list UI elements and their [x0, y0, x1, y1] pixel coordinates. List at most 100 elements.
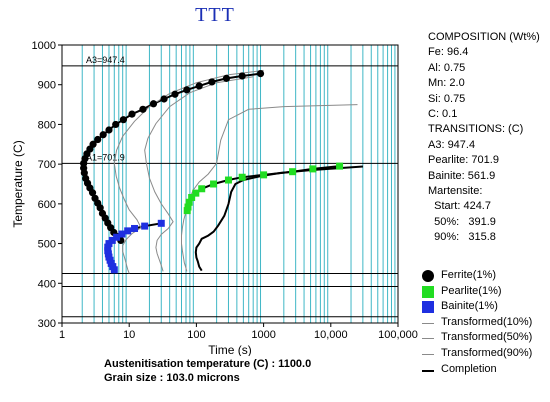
ferrite-point: [149, 100, 158, 108]
bainite-point: [124, 227, 132, 235]
legend-item: Transformed(90%): [420, 346, 550, 362]
x-tick-label: 10,000: [314, 329, 348, 341]
y-tick-label: 600: [38, 199, 56, 211]
legend-label: Transformed(50%): [441, 331, 533, 344]
legend-symbol: [422, 270, 434, 282]
legend-symbol: [422, 338, 434, 340]
ferrite-point: [139, 105, 147, 113]
plot-frame: [61, 44, 399, 324]
axes: 300 400 500 600 700 800 900 1000 1 10 100 1000 10,00…: [11, 40, 418, 356]
legend-label: Pearlite(1%): [441, 284, 502, 297]
bainite-point: [118, 230, 126, 238]
info-line: Martensite:: [428, 185, 483, 198]
pearlite-point: [192, 189, 200, 197]
ferrite-point: [238, 72, 246, 80]
legend-item: Bainite(1%): [420, 299, 550, 315]
info-line: Mn: 2.0: [428, 77, 465, 90]
legend-item: Pearlite(1%): [420, 284, 550, 300]
pearlite-point: [210, 180, 218, 188]
info-line: 90%: 315.8: [428, 231, 496, 244]
info-line: Bainite: 561.9: [428, 169, 496, 182]
legend-label: Transformed(90%): [441, 346, 533, 359]
pearlite-point: [309, 165, 317, 173]
ferrite-point: [99, 131, 107, 139]
info-line: A3: 947.4: [428, 138, 476, 151]
pearlite-point: [336, 162, 344, 170]
legend-symbol: [422, 353, 434, 355]
legend-label: Completion: [441, 362, 497, 375]
legend-symbol: [422, 369, 434, 372]
info-line: 50%: 391.9: [428, 215, 496, 228]
legend: Ferrite(1%) Pearlite(1%) Bainite(1%) Transf…: [420, 268, 550, 377]
x-tick-label: 10: [123, 329, 135, 341]
legend-item: Completion: [420, 362, 550, 378]
x-tick-label: 100: [187, 329, 205, 341]
info-line: Pearlite: 701.9: [428, 154, 499, 167]
info-line: Al: 0.75: [428, 61, 466, 74]
legend-label: Transformed(10%): [441, 315, 533, 328]
legend-item: Transformed(50%): [420, 330, 550, 346]
ttt-diagram: A3=947.4 A1=701.9 300 400 500 600 700 800 900 10…: [11, 40, 418, 356]
temperature-line-label: A3=947.4: [86, 55, 125, 65]
ferrite-point: [80, 169, 88, 177]
grain-size: Grain size : 103.0 microns: [104, 372, 240, 384]
bainite-point: [110, 266, 118, 274]
ferrite-point: [183, 86, 191, 94]
bainite-point: [113, 233, 121, 241]
pearlite-point: [198, 185, 206, 193]
legend-symbol: [422, 285, 434, 298]
legend-item: Ferrite(1%): [420, 268, 550, 284]
onset-markers: [80, 69, 344, 274]
legend-item: Transformed(10%): [420, 315, 550, 331]
x-tick-label: 1: [59, 329, 65, 341]
footer: Austenitisation temperature (C) : 1100.0…: [104, 357, 311, 385]
temperature-line-label: A1=701.9: [86, 152, 125, 162]
curve-transformed-10: [113, 69, 264, 274]
bainite-point: [157, 219, 165, 227]
y-tick-label: 900: [38, 80, 56, 92]
legend-symbol: [422, 301, 434, 314]
ferrite-point: [88, 189, 97, 197]
legend-label: Ferrite(1%): [441, 269, 497, 281]
pearlite-point: [184, 203, 192, 211]
y-tick-label: 500: [38, 239, 56, 251]
y-tick-label: 700: [38, 159, 56, 171]
info-line: TRANSITIONS: (C): [428, 123, 524, 136]
austenitisation-temperature: Austenitisation temperature (C) : 1100.0: [104, 358, 312, 370]
legend-label: Bainite(1%): [441, 300, 498, 313]
y-tick-label: 1000: [32, 40, 56, 52]
ferrite-point: [222, 74, 231, 82]
composition-panel: COMPOSITION (Wt%) Fe: 96.4 Al: 0.75 Mn: 2.0…: [428, 30, 548, 246]
y-axis-label: Temperature (C): [11, 140, 25, 227]
pearlite-point: [260, 171, 268, 179]
ferrite-point: [105, 126, 113, 134]
y-tick-label: 400: [38, 278, 56, 290]
y-tick-label: 800: [38, 119, 56, 131]
chart-title: TTT: [195, 4, 235, 26]
pearlite-point: [238, 173, 246, 181]
ferrite-point: [160, 95, 168, 103]
ferrite-point: [171, 90, 179, 98]
x-tick-label: 1000: [251, 329, 275, 341]
info-line: COMPOSITION (Wt%): [428, 31, 540, 43]
y-tick-label: 300: [38, 318, 56, 330]
info-line: Start: 424.7: [428, 200, 491, 213]
pearlite-point: [224, 176, 232, 184]
pearlite-point: [185, 198, 193, 206]
ferrite-point: [195, 82, 203, 90]
ferrite-point: [256, 69, 265, 78]
pearlite-point: [183, 207, 191, 215]
ferrite-point: [119, 116, 128, 124]
pearlite-point: [188, 194, 196, 202]
legend-symbol: [422, 322, 434, 324]
info-line: Fe: 96.4: [428, 46, 469, 59]
log-gridlines: [81, 45, 396, 323]
curve-transformed-50: [144, 76, 254, 272]
transformation-curves: [82, 69, 363, 274]
ferrite-point: [94, 135, 102, 144]
pearlite-point: [289, 168, 297, 176]
ferrite-point: [112, 120, 120, 129]
bainite-point: [104, 243, 112, 251]
x-axis-label: Time (s): [208, 343, 252, 356]
ferrite-point: [208, 78, 216, 86]
